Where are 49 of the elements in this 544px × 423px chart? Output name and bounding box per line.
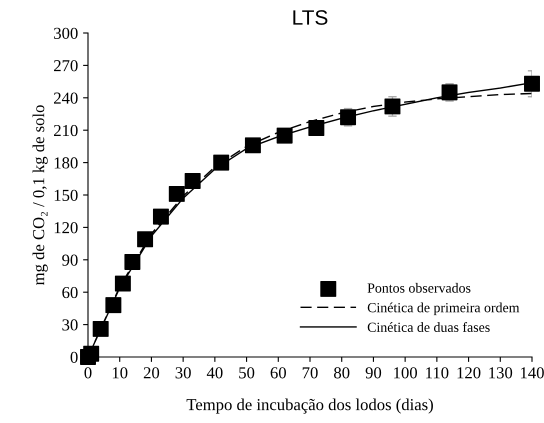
legend-label: Cinética de primeira ordem bbox=[368, 302, 520, 316]
point bbox=[92, 320, 109, 337]
y-tick-label: 0 bbox=[70, 352, 78, 363]
y-tick-label: 300 bbox=[54, 28, 78, 39]
x-tick-label: 90 bbox=[366, 367, 382, 378]
y-tick-label: 60 bbox=[62, 286, 78, 298]
point bbox=[83, 346, 100, 362]
x-tick-label: 40 bbox=[206, 367, 223, 378]
x-tick-label: 120 bbox=[458, 367, 480, 378]
point bbox=[124, 254, 140, 270]
point bbox=[442, 84, 458, 100]
x-tick-label: 30 bbox=[176, 367, 191, 378]
x-tick-label: 70 bbox=[302, 367, 318, 378]
x-tick-label: 60 bbox=[270, 367, 286, 378]
chart-title: LTS bbox=[293, 10, 328, 25]
point bbox=[276, 128, 293, 144]
y-axis-title: mg de CO₂ / 0,1 kg de solo bbox=[32, 105, 48, 286]
x-tick-label: 80 bbox=[334, 367, 350, 378]
x-tick-label: 20 bbox=[144, 367, 160, 378]
point bbox=[213, 154, 230, 171]
y-tick-label: 90 bbox=[62, 254, 78, 266]
x-axis-title: Tempo de incubação dos lodos (dias) bbox=[186, 398, 433, 414]
x-tick-label: 100 bbox=[394, 367, 418, 378]
point bbox=[244, 137, 261, 154]
x-tick-label: 50 bbox=[239, 367, 254, 378]
legend-label: Pontos observados bbox=[368, 282, 470, 293]
y-tick-label: 270 bbox=[54, 60, 78, 72]
x-tick-label: 130 bbox=[489, 367, 512, 378]
point bbox=[340, 109, 356, 126]
x-tick-label: 0 bbox=[84, 367, 92, 378]
point bbox=[308, 120, 324, 136]
y-tick-label: 30 bbox=[62, 319, 78, 331]
point bbox=[152, 208, 169, 225]
y-tick-label: 240 bbox=[54, 92, 78, 104]
y-tick-label: 180 bbox=[54, 157, 78, 169]
x-tick-label: 140 bbox=[520, 367, 544, 378]
y-tick-label: 120 bbox=[54, 222, 78, 234]
y-tick-label: 210 bbox=[54, 124, 78, 136]
point bbox=[184, 172, 201, 189]
y-tick-label: 150 bbox=[54, 190, 78, 201]
legend-label: Cinética de duas fases bbox=[368, 322, 490, 332]
point bbox=[105, 297, 122, 314]
point bbox=[384, 98, 400, 114]
point bbox=[168, 186, 185, 202]
x-tick-label: 10 bbox=[112, 367, 128, 378]
point bbox=[524, 76, 540, 92]
point bbox=[114, 276, 131, 292]
point bbox=[137, 231, 154, 248]
x-tick-label: 110 bbox=[426, 367, 448, 378]
